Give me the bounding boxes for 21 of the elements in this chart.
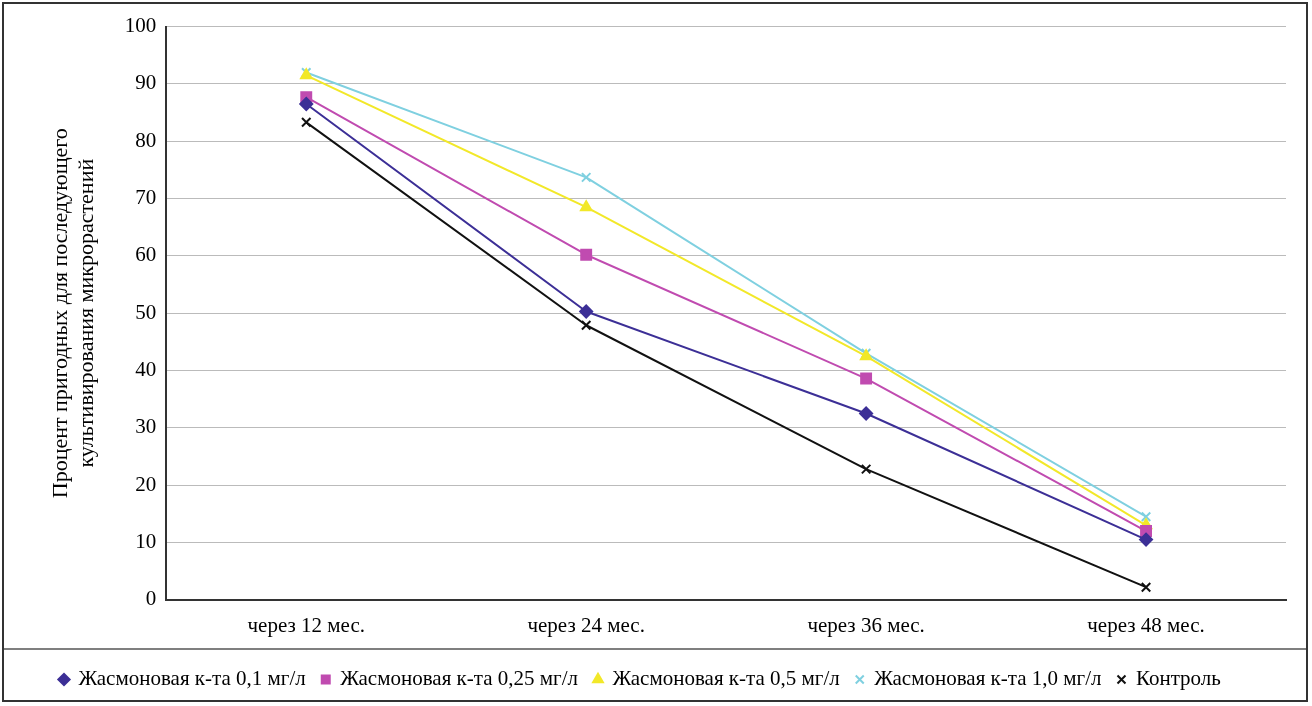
y-axis-title: Процент пригодных для последующего культивирования микрорастений — [46, 128, 99, 499]
x-tick-label: через 12 мес. — [247, 612, 365, 637]
y-tick-label: 70 — [135, 185, 157, 210]
y-tick-label: 100 — [124, 13, 157, 38]
y-tick-label: 10 — [135, 529, 157, 553]
y-tick-label: 30 — [135, 414, 157, 439]
legend-label: Жасмоновая к-та 1,0 мг/л — [874, 666, 1102, 691]
y-tick-label: 80 — [135, 127, 157, 152]
legend-label: Жасмоновая к-та 0,1 мг/л — [78, 666, 306, 691]
legend-label: Жасмоновая к-та 0,5 мг/л — [612, 666, 840, 691]
legend-label: Жасмоновая к-та 0,25 мг/л — [340, 666, 578, 691]
y-tick-label: 60 — [135, 242, 157, 267]
y-tick-label: 20 — [135, 471, 157, 496]
y-tick-label: 0 — [145, 586, 157, 611]
y-tick-label: 40 — [135, 357, 157, 382]
y-tick-label: 90 — [135, 70, 157, 95]
y-tick-label: 50 — [135, 299, 157, 324]
x-tick-label: через 48 мес. — [1087, 612, 1205, 637]
x-tick-label: через 36 мес. — [807, 612, 925, 637]
legend-label: Контроль — [1135, 666, 1221, 691]
x-tick-label: через 24 мес. — [527, 612, 645, 637]
